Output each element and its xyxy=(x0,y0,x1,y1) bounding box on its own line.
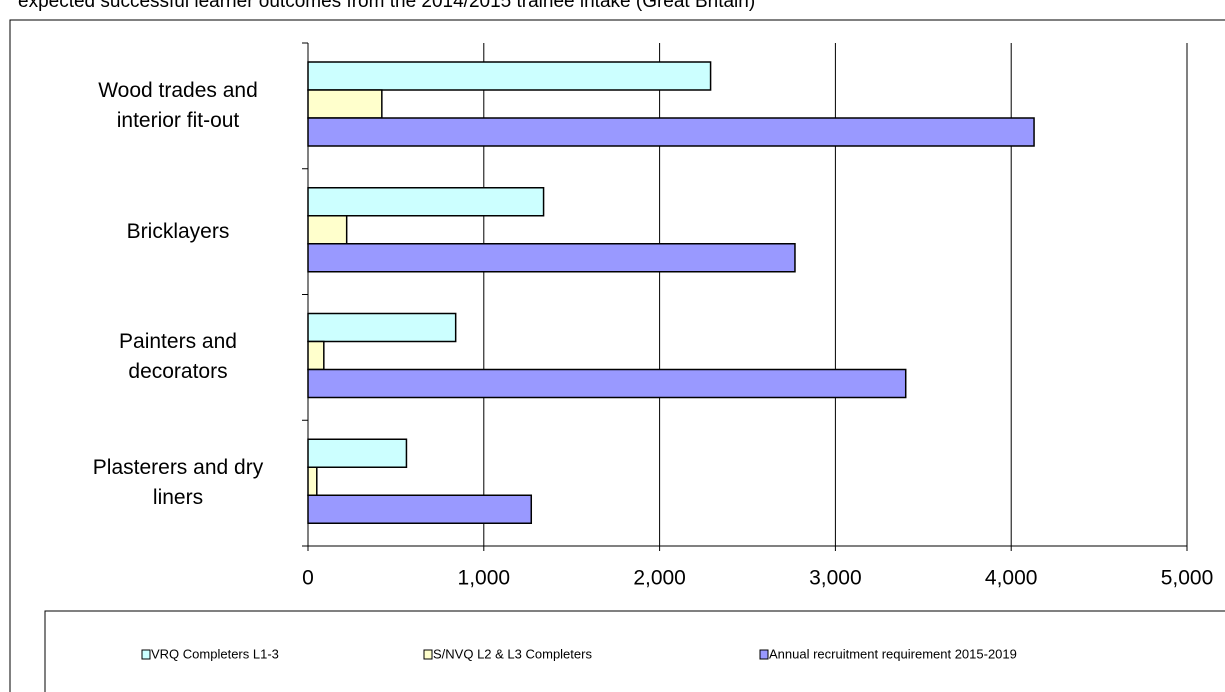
x-tick-label: 2,000 xyxy=(633,567,686,590)
bar xyxy=(307,215,348,245)
legend-label: Annual recruitment requirement 2015-2019 xyxy=(769,646,1017,661)
bar xyxy=(307,89,383,119)
legend-box xyxy=(44,610,1225,692)
x-tick-label: 0 xyxy=(302,567,314,590)
legend-swatch xyxy=(759,649,769,660)
legend-swatch xyxy=(141,649,151,660)
legend-swatch xyxy=(423,649,433,660)
y-tick-label: Painters and decorators xyxy=(119,330,237,384)
bar xyxy=(307,438,408,468)
x-tick-label: 4,000 xyxy=(985,567,1038,590)
y-tick-label: Bricklayers xyxy=(126,219,230,243)
bar xyxy=(307,340,325,371)
bar xyxy=(307,187,545,217)
y-tick-label: Plasterers and dry liners xyxy=(92,456,264,510)
bar xyxy=(307,368,907,399)
bar xyxy=(307,312,457,343)
bar xyxy=(307,243,796,273)
bar xyxy=(307,494,533,524)
bar xyxy=(307,117,1035,147)
bar xyxy=(307,466,318,496)
bar xyxy=(307,61,712,91)
legend-label: VRQ Completers L1-3 xyxy=(151,646,279,661)
legend-label: S/NVQ L2 & L3 Completers xyxy=(433,646,592,661)
x-tick-label: 3,000 xyxy=(809,567,862,590)
x-tick-label: 5,000 xyxy=(1161,567,1214,590)
x-tick-label: 1,000 xyxy=(458,567,511,590)
y-tick-label: Wood trades and interior fit-out xyxy=(98,78,258,132)
chart-title: expected successful learner outcomes fro… xyxy=(18,0,755,12)
